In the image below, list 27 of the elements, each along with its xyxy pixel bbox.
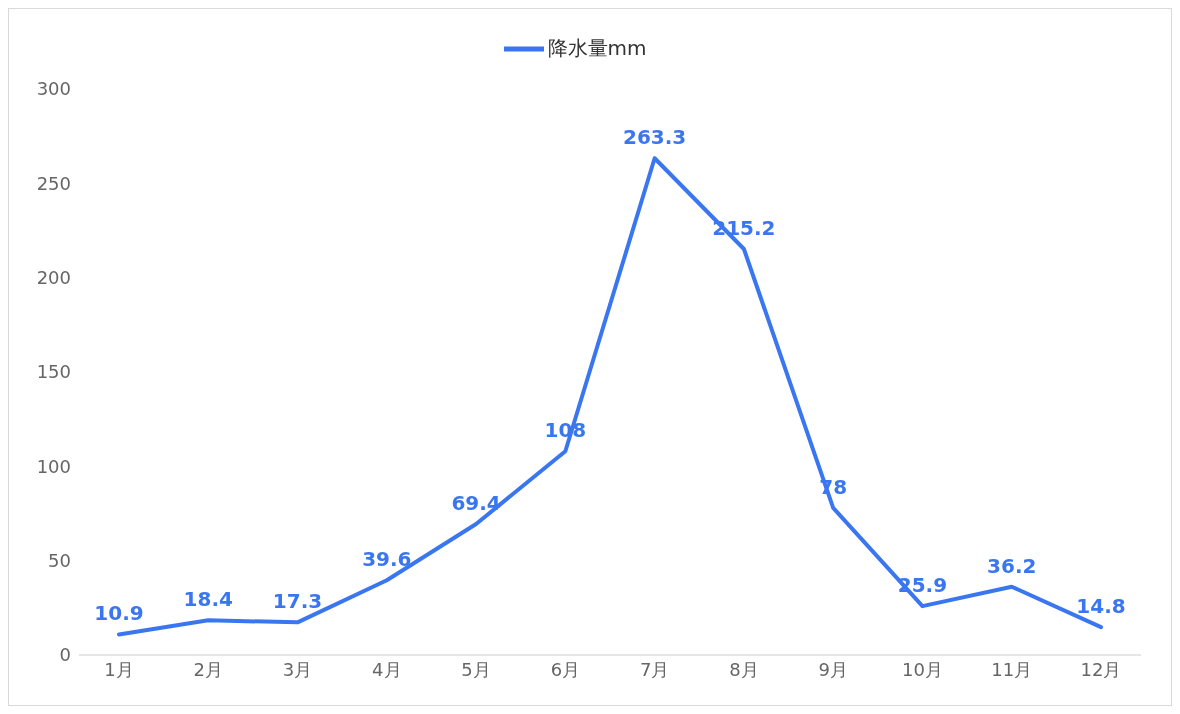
y-tick-label: 250 <box>36 172 71 194</box>
x-tick-label: 11月 <box>991 658 1033 680</box>
x-tick-label: 9月 <box>818 658 848 680</box>
y-tick-label: 0 <box>59 644 71 666</box>
x-tick-label: 5月 <box>461 658 491 680</box>
x-tick-label: 8月 <box>729 658 759 680</box>
data-label: 17.3 <box>272 589 323 614</box>
x-tick-label: 3月 <box>282 658 313 680</box>
y-tick-label: 300 <box>36 78 71 100</box>
x-tick-label: 1月 <box>104 658 134 680</box>
x-tick-label: 7月 <box>639 658 670 680</box>
x-tick-label: 6月 <box>550 658 581 680</box>
data-label: 18.4 <box>183 587 233 612</box>
y-tick-label: 150 <box>36 361 71 383</box>
x-tick-label: 12月 <box>1080 658 1122 680</box>
data-label: 36.2 <box>987 553 1037 578</box>
x-tick-label: 10月 <box>902 658 943 680</box>
data-label: 39.6 <box>362 547 412 572</box>
legend-label: 降水量mm <box>547 35 647 60</box>
y-tick-label: 50 <box>48 550 71 572</box>
data-label: 263.3 <box>623 125 687 150</box>
x-tick-label: 4月 <box>372 658 402 680</box>
y-tick-label: 100 <box>36 455 71 477</box>
y-tick-label: 200 <box>36 267 71 289</box>
data-label: 10.9 <box>94 601 144 626</box>
data-label: 14.8 <box>1076 594 1126 619</box>
x-tick-label: 2月 <box>193 658 223 680</box>
